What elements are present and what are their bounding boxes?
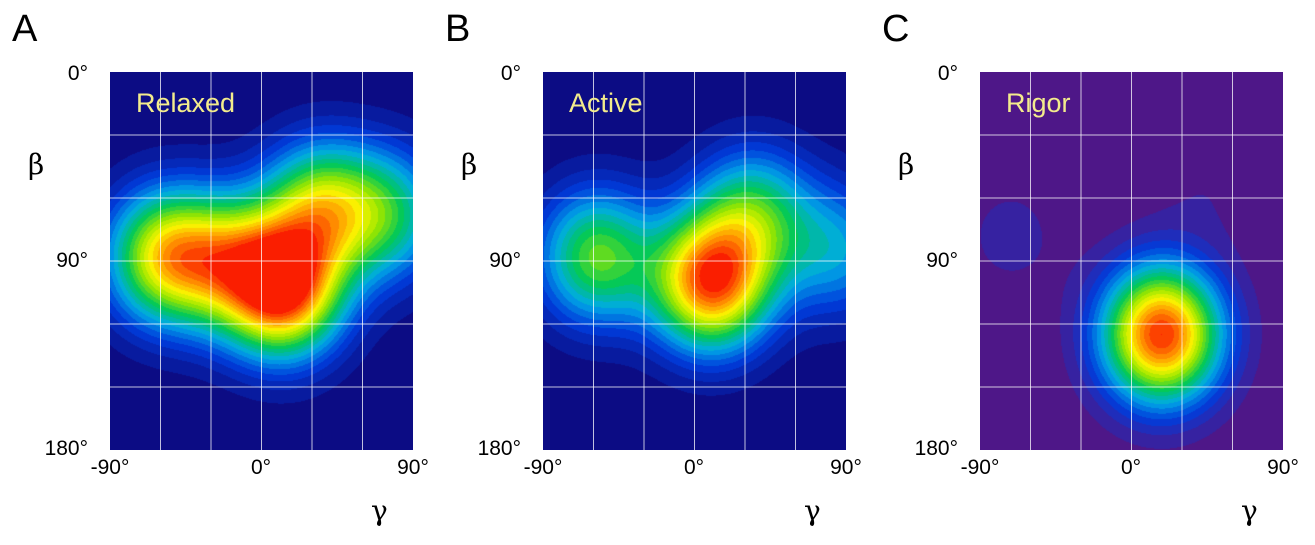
panel-b: B 0° 90° 180° β Active -90° 0° 90° γ bbox=[433, 0, 863, 545]
y-axis-label: β bbox=[461, 148, 478, 181]
y-tick-label: 0° bbox=[937, 62, 958, 85]
y-tick-label: 0° bbox=[500, 62, 521, 85]
panel-a: A 0° 90° 180° β Relaxed -90° 0° 90° γ bbox=[0, 0, 430, 545]
grid-lines bbox=[980, 72, 1283, 450]
x-axis-label: γ bbox=[804, 494, 821, 527]
y-tick-label: 90° bbox=[489, 249, 521, 272]
heatmap-plot: Active bbox=[543, 72, 846, 450]
grid-lines bbox=[110, 72, 413, 450]
x-tick-label: -90° bbox=[960, 456, 1000, 479]
y-tick-label: 180° bbox=[914, 437, 958, 460]
panel-c: C 0° 90° 180° β Rigor -90° 0° 90° γ bbox=[870, 0, 1300, 545]
y-axis-label: β bbox=[28, 148, 45, 181]
y-tick-label: 180° bbox=[477, 437, 521, 460]
y-axis-label: β bbox=[898, 148, 915, 181]
x-tick-label: 0° bbox=[683, 456, 705, 479]
x-tick-label: -90° bbox=[523, 456, 563, 479]
y-tick-label: 180° bbox=[44, 437, 88, 460]
state-label: Rigor bbox=[1006, 88, 1071, 118]
x-tick-label: -90° bbox=[90, 456, 130, 479]
x-tick-label: 90° bbox=[830, 456, 862, 479]
x-tick-label: 90° bbox=[1267, 456, 1299, 479]
x-axis-label: γ bbox=[1241, 494, 1258, 527]
panel-letter: C bbox=[882, 8, 910, 50]
x-axis-label: γ bbox=[371, 494, 388, 527]
x-tick-label: 0° bbox=[1120, 456, 1142, 479]
x-tick-label: 0° bbox=[250, 456, 272, 479]
y-tick-label: 90° bbox=[56, 249, 88, 272]
heatmap-plot: Relaxed bbox=[110, 72, 413, 450]
panel-letter: B bbox=[445, 8, 471, 50]
y-tick-label: 0° bbox=[67, 62, 88, 85]
state-label: Active bbox=[569, 88, 643, 118]
heatmap-plot: Rigor bbox=[980, 72, 1283, 450]
grid-lines bbox=[543, 72, 846, 450]
x-tick-label: 90° bbox=[397, 456, 429, 479]
y-tick-label: 90° bbox=[926, 249, 958, 272]
state-label: Relaxed bbox=[136, 88, 236, 118]
panel-letter: A bbox=[12, 8, 38, 50]
